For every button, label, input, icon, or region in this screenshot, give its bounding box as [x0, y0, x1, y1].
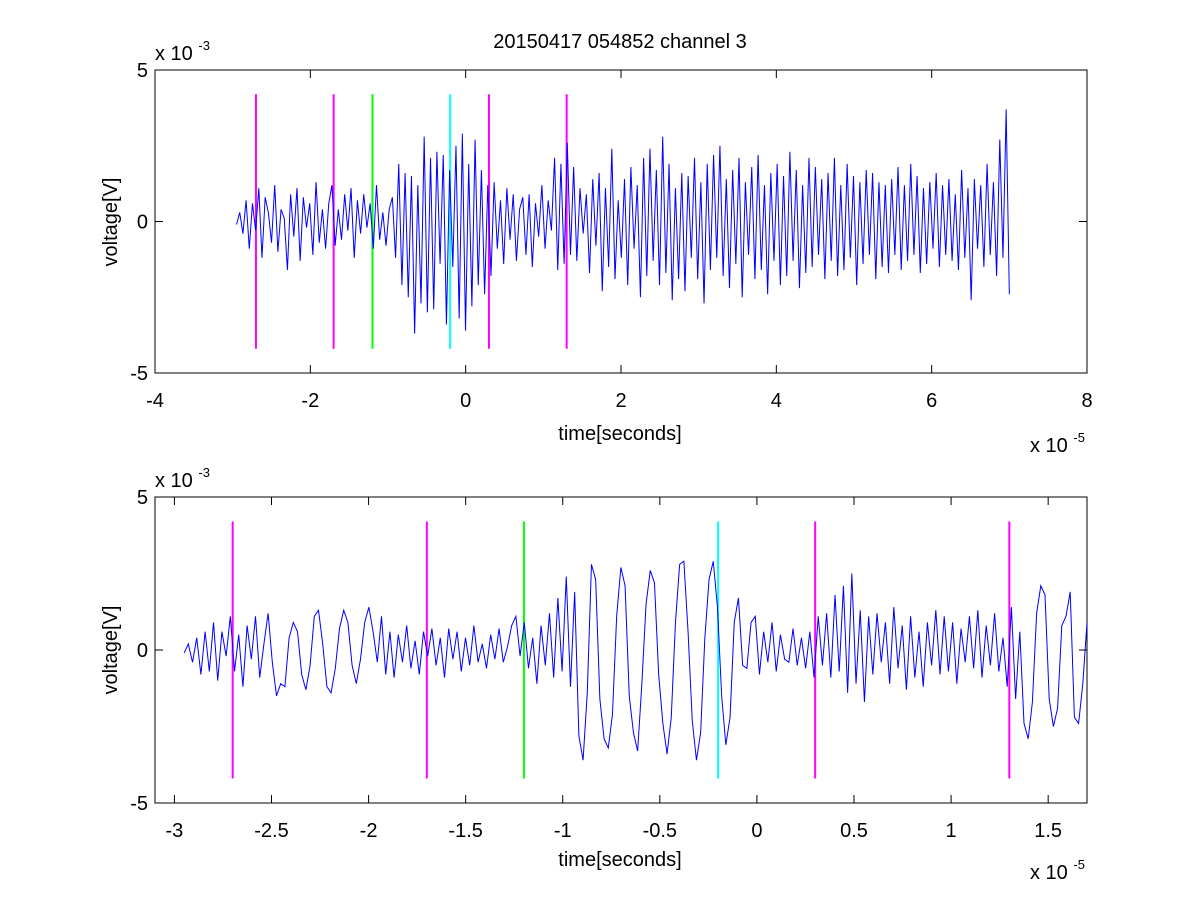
axes-bottom-signal-line	[183, 560, 1088, 761]
axes-bottom-x-tick-label-1: -3	[166, 820, 184, 842]
axes-top-y-exponent: x 10 -3	[155, 38, 210, 65]
axes-bottom-y-exponent-power: -3	[198, 465, 210, 480]
axes-bottom-y-tick-label-3: 5	[137, 487, 148, 509]
axes-top-x-tick-label-4: 2	[615, 390, 626, 412]
axes-top-x-tick-label-1: -4	[146, 390, 164, 412]
axes-top: -4 -2 0 2 4 6 8 -505 time[seconds] voltage[V] …	[100, 38, 1093, 457]
axes-bottom-x-tick-label-2: -2.5	[254, 820, 288, 842]
axes-bottom-x-tick-label-9: 1	[946, 820, 957, 842]
axes-bottom-y-ticks: -5 0 5	[130, 487, 1087, 815]
figure-title: 20150417 054852 channel 3	[493, 31, 747, 53]
axes-bottom-x-tick-label-4: -1.5	[448, 820, 482, 842]
axes-top-x-ticks: -4 -2 0 2 4 6 8	[146, 70, 1093, 412]
axes-top-y-exponent-base: x 10	[155, 43, 193, 65]
axes-bottom-y-exponent-base: x 10	[155, 470, 193, 492]
axes-bottom-x-exponent: x 10 -5	[1030, 857, 1085, 884]
axes-top-markers	[254, 94, 568, 349]
axes-bottom-x-tick-label-8: 0.5	[840, 820, 868, 842]
axes-top-y-tick-label-2: 0	[137, 212, 148, 234]
axes-bottom-x-tick-label-3: -2	[360, 820, 378, 842]
axes-top-x-exponent-base: x 10	[1030, 435, 1068, 457]
axes-top-x-tick-label-6: 6	[926, 390, 937, 412]
axes-top-x-exponent-power: -5	[1073, 430, 1085, 445]
axes-top-y-ticks: -5 0 5	[130, 60, 1087, 385]
axes-top-x-tick-label-3: 0	[460, 390, 471, 412]
axes-top-x-tick-label-7: 8	[1081, 390, 1092, 412]
axes-top-y-tick-label-1: -5	[130, 363, 148, 385]
axes-bottom: -3 -2.5 -2 -1.5 -1 -0.5 0 0.5 1 1.5 -5 0 5 time[sec…	[100, 465, 1088, 884]
axes-top-x-tick-label-2: -2	[301, 390, 319, 412]
axes-top-y-tick-label-3: 5	[137, 60, 148, 82]
axes-bottom-x-exponent-base: x 10	[1030, 862, 1068, 884]
axes-bottom-x-exponent-power: -5	[1073, 857, 1085, 872]
axes-bottom-ylabel: voltage[V]	[100, 606, 122, 695]
axes-bottom-xlabel: time[seconds]	[558, 849, 681, 871]
axes-bottom-x-tick-label-5: -1	[554, 820, 572, 842]
axes-bottom-x-ticks: -3 -2.5 -2 -1.5 -1 -0.5 0 0.5 1 1.5	[166, 497, 1062, 842]
axes-top-x-tick-label-5: 4	[771, 390, 782, 412]
axes-bottom-x-tick-label-7: 0	[751, 820, 762, 842]
axes-top-ylabel: voltage[V]	[100, 178, 122, 267]
axes-bottom-y-exponent: x 10 -3	[155, 465, 210, 492]
axes-bottom-markers	[231, 521, 1011, 779]
axes-top-xlabel: time[seconds]	[558, 423, 681, 445]
axes-top-signal-line	[236, 109, 1010, 334]
axes-bottom-y-tick-label-2: 0	[137, 640, 148, 662]
axes-bottom-x-tick-label-10: 1.5	[1034, 820, 1062, 842]
axes-bottom-x-tick-label-6: -0.5	[643, 820, 677, 842]
axes-top-y-exponent-power: -3	[198, 38, 210, 53]
axes-top-x-exponent: x 10 -5	[1030, 430, 1085, 457]
axes-bottom-y-tick-label-1: -5	[130, 793, 148, 815]
